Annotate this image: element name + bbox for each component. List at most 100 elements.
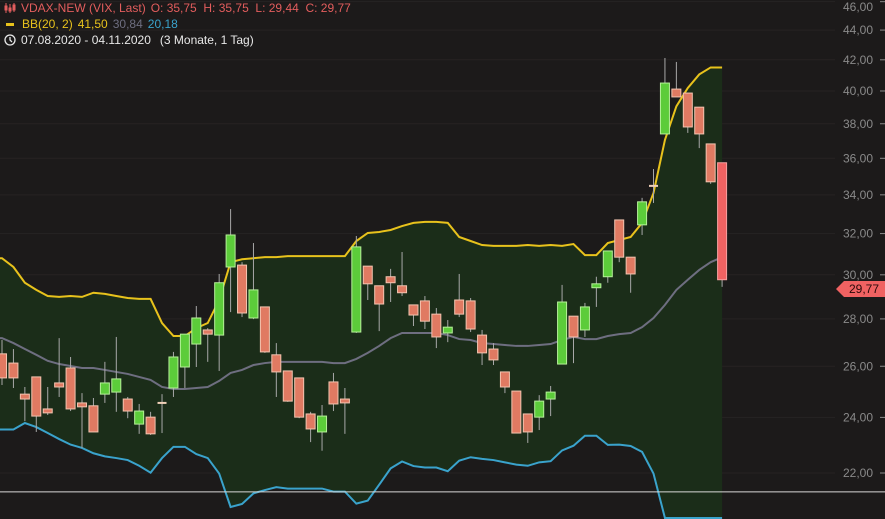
candle-body	[534, 400, 545, 418]
candle	[214, 273, 225, 371]
candle	[717, 162, 728, 287]
candle	[111, 336, 122, 412]
candle-body	[8, 362, 19, 379]
candle-body	[202, 329, 213, 335]
candle-body	[305, 413, 316, 430]
candle-body	[65, 367, 76, 410]
candle-body	[454, 299, 465, 315]
candle-body	[614, 219, 625, 258]
y-tick-label: 46,00	[843, 0, 873, 14]
candle-body	[659, 82, 670, 135]
candle-body	[682, 92, 693, 128]
candle	[362, 265, 373, 301]
candle-body	[282, 370, 293, 402]
y-axis: 46,00 44,00 42,00 40,00 38,00 36,00 34,00 32,00…	[843, 0, 885, 480]
clock-icon	[4, 34, 16, 46]
bb-lower-line	[0, 421, 723, 519]
bb-line-swatch	[6, 22, 14, 26]
ohlc-values: O: 35,75 H: 35,75 L: 29,44 C: 29,77	[150, 1, 351, 15]
bb-lower-value: 20,18	[147, 17, 178, 31]
candle-body	[637, 201, 648, 226]
candle	[671, 61, 682, 98]
candle-body	[122, 398, 133, 412]
candle	[659, 57, 670, 135]
candle-body	[111, 378, 122, 393]
candle-body	[671, 88, 682, 98]
candle-body	[339, 398, 350, 404]
candle-body	[134, 410, 145, 425]
last-price-tag: 29,77	[836, 281, 885, 297]
y-tick-label: 22,00	[843, 466, 873, 480]
candle-body	[488, 348, 499, 361]
candle	[259, 306, 270, 353]
candle	[179, 333, 190, 389]
candle	[282, 370, 293, 402]
y-tick-label: 30,00	[843, 268, 873, 282]
candle-body	[31, 376, 42, 417]
candle-body	[477, 334, 488, 354]
candle	[477, 329, 488, 366]
y-tick-label: 24,00	[843, 410, 873, 424]
candle	[694, 106, 705, 149]
candle	[625, 256, 636, 293]
candle	[454, 273, 465, 318]
y-tick-label: 40,00	[843, 84, 873, 98]
candle-body	[705, 143, 716, 183]
candle	[248, 243, 259, 320]
candle	[591, 276, 602, 307]
candle	[649, 169, 659, 203]
y-tick-label: 42,00	[843, 53, 873, 67]
candle-body	[248, 289, 259, 319]
candle-body	[237, 264, 248, 314]
candle-body	[225, 234, 236, 268]
candle	[328, 372, 339, 412]
last-price-label: 29,77	[849, 282, 879, 296]
candle-body	[522, 413, 533, 433]
candle-body	[625, 256, 636, 275]
candle	[31, 376, 42, 432]
candle	[122, 396, 133, 419]
candle-body	[157, 401, 167, 404]
candle	[431, 308, 442, 349]
candle	[545, 385, 556, 417]
candle-body	[351, 246, 362, 333]
candle	[637, 197, 648, 235]
legend-range-row[interactable]: 07.08.2020 - 04.11.2020 (3 Monate, 1 Tag…	[4, 32, 351, 48]
candle	[8, 349, 19, 389]
candle	[511, 390, 522, 434]
candle	[271, 343, 282, 397]
candle-body	[602, 250, 613, 278]
legend-indicator-row[interactable]: BB(20, 2) 41,50 30,84 20,18	[4, 16, 351, 32]
candle	[705, 143, 716, 184]
candle-body	[0, 353, 7, 379]
candle-body	[99, 382, 110, 395]
candle-body	[145, 416, 156, 435]
candle-body	[717, 162, 728, 281]
chart-legend: VDAX-NEW (VIX, Last) O: 35,75 H: 35,75 L…	[4, 0, 351, 48]
candle	[465, 298, 476, 333]
candle-body	[591, 283, 602, 289]
candle	[65, 356, 76, 412]
candle	[305, 411, 316, 443]
bb-upper-value: 41,50	[77, 17, 108, 31]
candle	[557, 284, 568, 365]
candle	[168, 351, 179, 397]
candle-body	[649, 184, 659, 187]
candle	[145, 411, 156, 435]
candle	[682, 92, 693, 133]
bb-mid-line	[0, 256, 723, 391]
y-tick-label: 32,00	[843, 227, 873, 241]
candle	[374, 285, 385, 332]
candle	[294, 377, 305, 419]
y-tick-label: 44,00	[843, 23, 873, 37]
candle-body	[328, 381, 339, 405]
candle-body	[259, 306, 270, 353]
candle-body	[385, 276, 396, 284]
candle-body	[271, 354, 282, 373]
y-tick-label: 34,00	[843, 188, 873, 202]
candle-body	[54, 382, 65, 388]
candle	[157, 394, 167, 434]
candle	[88, 397, 99, 433]
candle-body	[579, 306, 590, 331]
